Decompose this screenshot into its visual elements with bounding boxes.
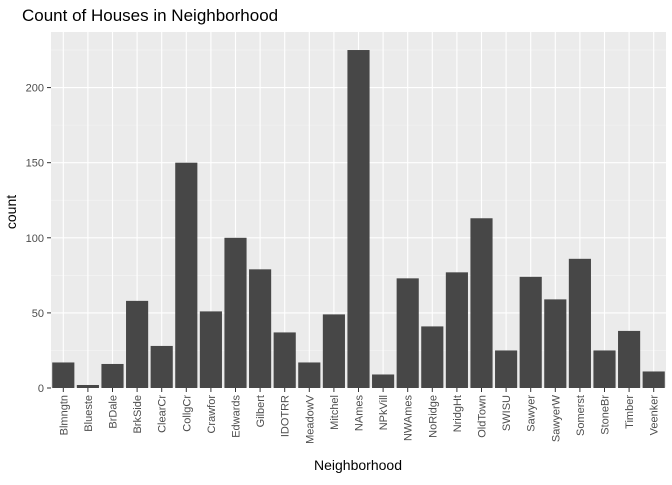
bar-somerst <box>568 258 591 388</box>
y-axis-ticks: 0 50 100 150 200 <box>26 83 51 395</box>
y-tick-label: 100 <box>26 233 44 245</box>
x-tick-label: NAmes <box>354 395 366 432</box>
bar-stonebr <box>593 350 616 388</box>
bar-npkvill <box>372 374 395 388</box>
x-tick-label: MeadowV <box>304 394 316 444</box>
bar-sawyerw <box>544 299 567 388</box>
bar-collgcr <box>175 162 198 388</box>
x-tick-label: SWISU <box>501 395 513 431</box>
x-tick-label: OldTown <box>477 395 489 438</box>
bar-veenker <box>642 371 665 388</box>
bar-blmngtn <box>52 362 75 388</box>
bar-swisu <box>495 350 518 388</box>
y-tick-label: 50 <box>32 308 44 320</box>
x-tick-label: BrDale <box>108 395 120 429</box>
bar-idotrr <box>273 332 296 388</box>
x-tick-label: SawyerW <box>550 394 562 442</box>
bars <box>52 50 665 388</box>
x-tick-label: NPkVill <box>378 395 390 430</box>
x-tick-label: NridgHt <box>452 395 464 432</box>
x-tick-label: Edwards <box>231 395 243 438</box>
y-tick-label: 200 <box>26 83 44 95</box>
x-tick-label: Mitchel <box>329 395 341 430</box>
x-tick-label: Gilbert <box>255 395 267 427</box>
x-axis-label: Neighborhood <box>314 457 402 473</box>
x-tick-label: Veenker <box>649 395 661 436</box>
bar-crawfor <box>199 311 222 388</box>
x-tick-label: IDOTRR <box>280 395 292 437</box>
x-tick-label: CollgCr <box>181 395 193 432</box>
bar-brkside <box>126 300 149 388</box>
x-tick-label: NoRidge <box>427 395 439 438</box>
bar-edwards <box>224 237 247 388</box>
x-tick-label: Timber <box>624 395 636 429</box>
bar-oldtown <box>470 218 493 388</box>
y-tick-label: 0 <box>38 383 44 395</box>
x-tick-label: Sawyer <box>526 395 538 432</box>
bar-sawyer <box>519 276 542 388</box>
bar-meadowv <box>298 362 321 388</box>
bar-timber <box>618 330 641 388</box>
bar-nwames <box>396 278 419 388</box>
x-tick-label: NWAmes <box>403 395 415 442</box>
bar-mitchel <box>322 314 345 388</box>
bar-gilbert <box>249 269 272 388</box>
x-tick-label: Somerst <box>575 395 587 436</box>
y-tick-label: 150 <box>26 158 44 170</box>
bar-noridge <box>421 326 444 388</box>
bar-brdale <box>101 363 124 388</box>
x-axis-ticks: Blmngtn Blueste BrDale BrkSide ClearCr CollgC… <box>58 388 661 444</box>
plot-area <box>51 32 666 389</box>
x-tick-label: Blmngtn <box>58 395 70 435</box>
x-tick-label: StoneBr <box>600 395 612 435</box>
y-axis-label: count <box>3 195 19 229</box>
bar-nridght <box>445 272 468 388</box>
bar-clearcr <box>150 345 173 388</box>
chart-title: Count of Houses in Neighborhood <box>22 6 278 25</box>
x-tick-label: Blueste <box>83 395 95 432</box>
bar-names <box>347 50 370 388</box>
x-tick-label: BrkSide <box>132 395 144 434</box>
bar-blueste <box>76 384 99 388</box>
x-tick-label: ClearCr <box>157 395 169 433</box>
x-tick-label: Crawfor <box>206 395 218 434</box>
